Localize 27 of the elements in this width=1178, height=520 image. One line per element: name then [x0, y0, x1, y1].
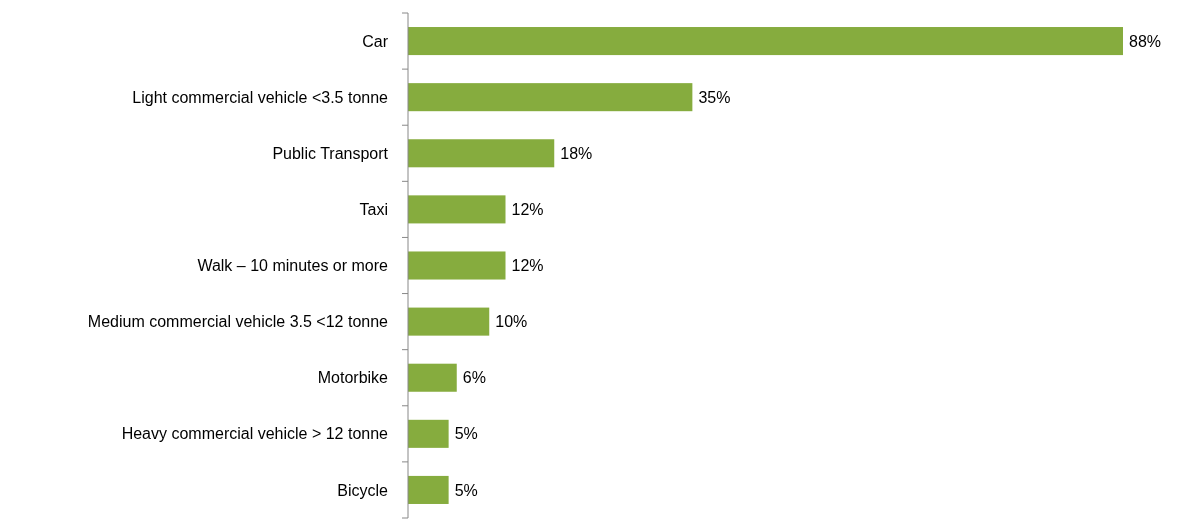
data-label: 18% [560, 144, 593, 162]
bar [408, 419, 449, 448]
bar [408, 475, 449, 504]
y-tick-label: Walk – 10 minutes or more [197, 257, 389, 275]
data-label: 5% [454, 425, 478, 443]
y-tick-label: Motorbike [317, 369, 389, 387]
y-tick-label: Heavy commercial vehicle > 12 tonne [121, 425, 389, 443]
y-tick-label: Public Transport [272, 144, 389, 162]
y-tick-label: Light commercial vehicle <3.5 tonne [132, 88, 389, 106]
data-label: 5% [454, 481, 478, 499]
y-tick-label: Medium commercial vehicle 3.5 <12 tonne [87, 313, 389, 331]
data-label: 35% [698, 88, 731, 106]
y-tick-label: Car [362, 32, 389, 50]
bar [408, 83, 693, 112]
bar [408, 195, 506, 224]
data-label: 10% [495, 313, 528, 331]
bar [408, 363, 457, 392]
data-label: 6% [462, 369, 486, 387]
data-label: 12% [511, 200, 544, 218]
y-tick-label: Taxi [359, 200, 388, 218]
bar [408, 27, 1123, 56]
bar [408, 251, 506, 280]
bar [408, 139, 555, 168]
data-label: 88% [1129, 32, 1162, 50]
data-label: 12% [511, 257, 544, 275]
bar [408, 307, 490, 336]
y-tick-label: Bicycle [337, 481, 389, 499]
